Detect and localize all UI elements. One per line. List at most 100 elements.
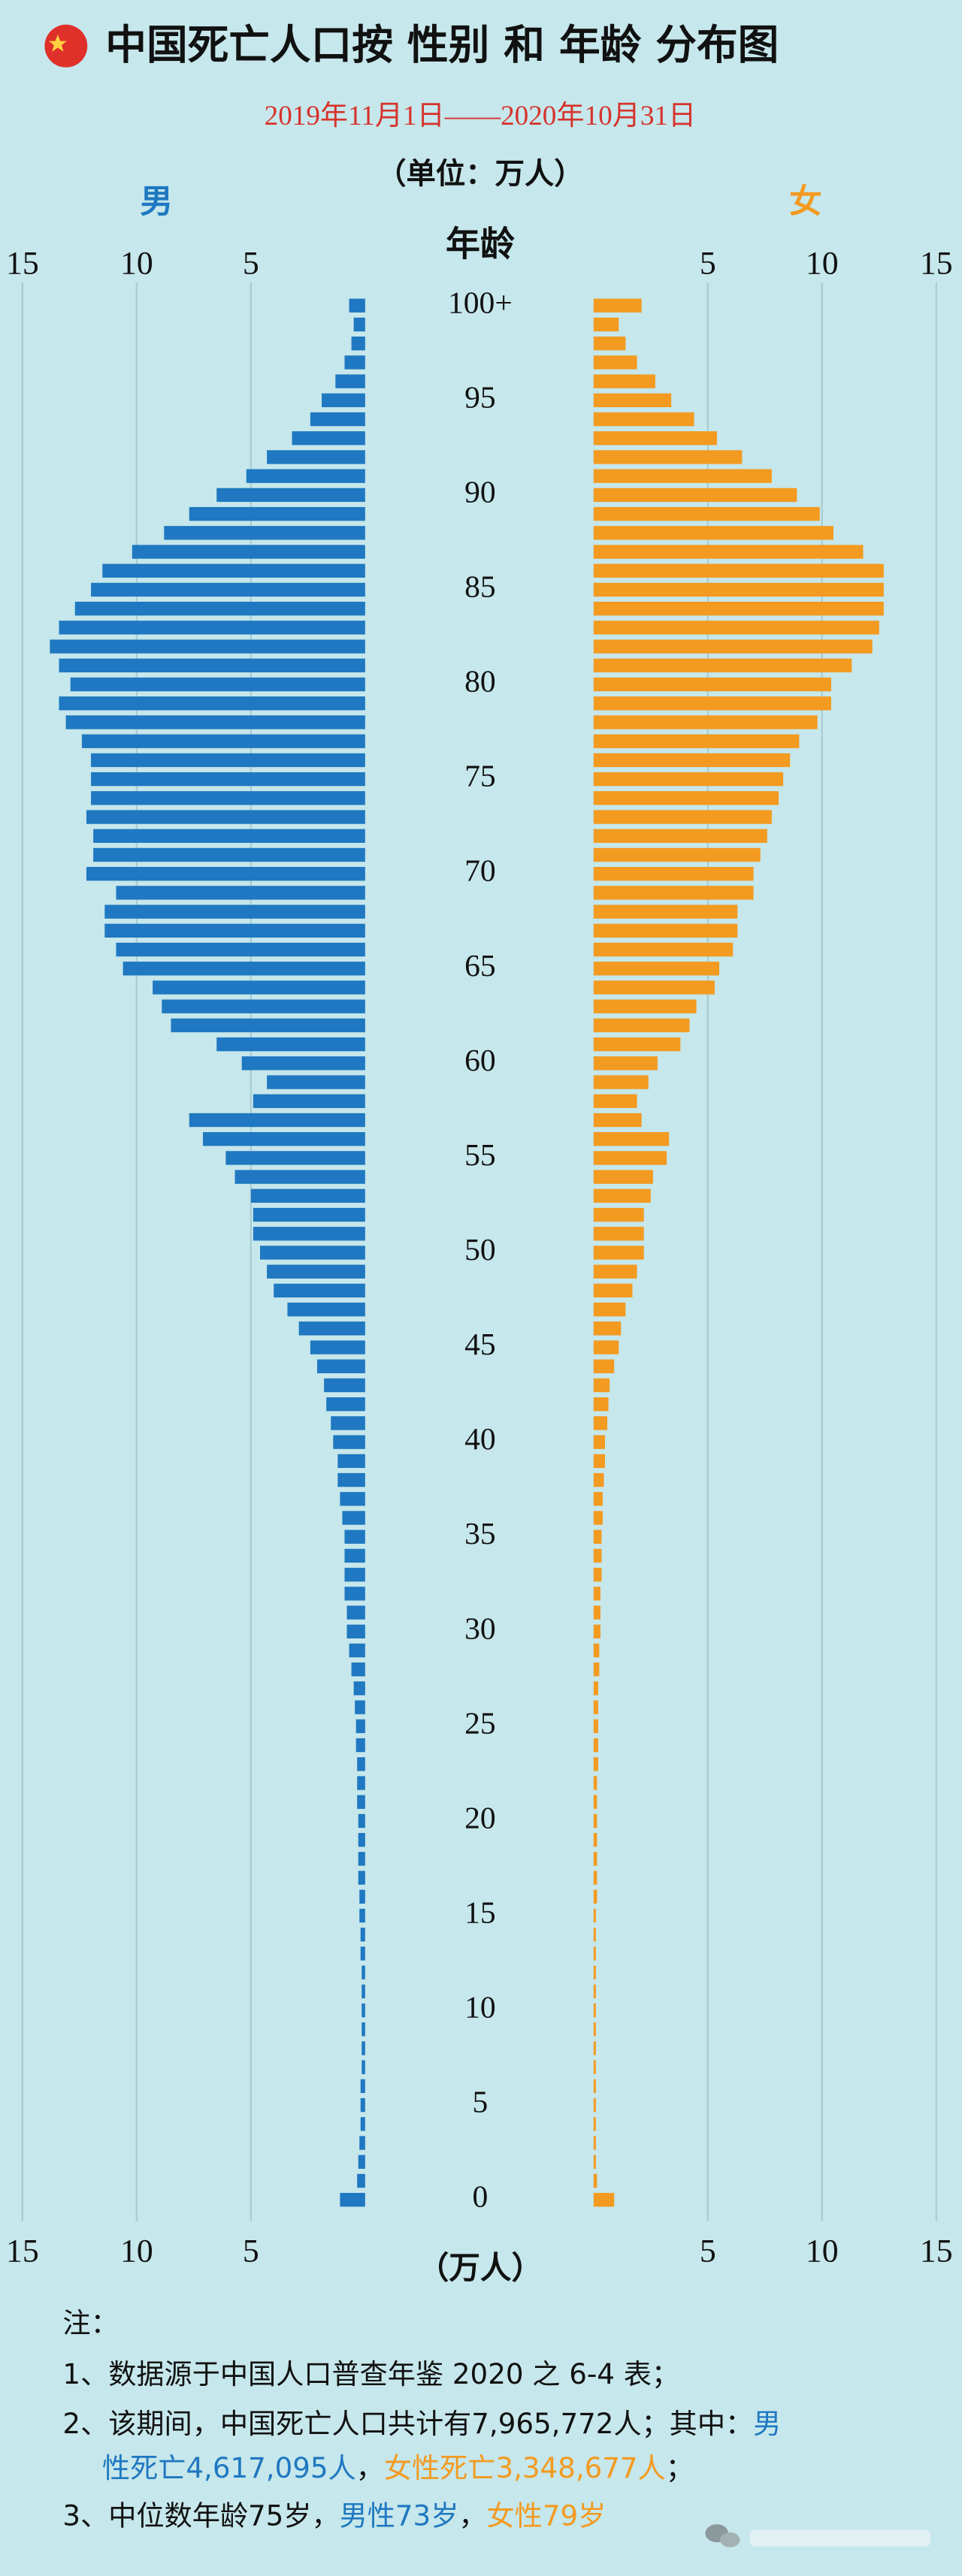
bar xyxy=(91,791,365,805)
bar xyxy=(593,2136,596,2150)
x-tick-label: 10 xyxy=(120,245,153,281)
bar xyxy=(593,2097,596,2112)
bar xyxy=(593,904,738,919)
y-tick-label: 80 xyxy=(464,664,496,699)
x-tick-label: 15 xyxy=(920,2233,953,2269)
bar xyxy=(593,1643,600,1658)
y-tick-label: 45 xyxy=(464,1327,496,1361)
bar xyxy=(593,431,717,445)
bar xyxy=(362,2041,365,2055)
bar xyxy=(593,469,772,483)
bar xyxy=(593,1681,598,1696)
bar xyxy=(593,1151,667,1165)
bar xyxy=(593,317,619,332)
bar xyxy=(357,1776,365,1790)
bar xyxy=(593,1075,649,1089)
note-line: 3、中位数年龄75岁，男性73岁，女性79岁 xyxy=(62,2499,606,2532)
bar xyxy=(593,374,655,388)
bar xyxy=(593,450,743,464)
bar xyxy=(353,1681,365,1696)
bar xyxy=(593,1283,633,1298)
bar xyxy=(310,412,365,427)
bar xyxy=(203,1132,365,1146)
bar xyxy=(91,772,365,787)
bar xyxy=(86,810,365,824)
bar xyxy=(93,847,365,862)
note-line: 1、数据源于中国人口普查年鉴 2020 之 6-4 表； xyxy=(62,2357,679,2390)
y-tick-label: 55 xyxy=(464,1137,496,1172)
bar xyxy=(593,1567,602,1582)
bar xyxy=(593,1757,598,1771)
bar xyxy=(287,1302,365,1317)
bar xyxy=(593,582,884,597)
notes-heading: 注： xyxy=(62,2306,118,2339)
bar xyxy=(93,829,365,843)
bar xyxy=(593,2155,596,2169)
bar xyxy=(253,1227,365,1241)
bar xyxy=(59,696,365,711)
y-tick-label: 90 xyxy=(464,474,496,509)
bar xyxy=(593,1416,608,1430)
bar xyxy=(360,2097,365,2112)
bar xyxy=(351,1662,365,1677)
note-segment: ， xyxy=(458,2499,486,2532)
bar xyxy=(225,1151,365,1165)
bar xyxy=(593,1302,626,1317)
note-line: 性死亡4,617,095人，女性死亡3,348,677人； xyxy=(102,2451,694,2484)
x-tick-label: 15 xyxy=(6,2233,39,2269)
bar xyxy=(322,393,365,408)
y-tick-label: 60 xyxy=(464,1043,496,1077)
bar xyxy=(353,317,365,332)
y-tick-label: 50 xyxy=(464,1232,496,1267)
bar xyxy=(355,1738,365,1753)
notes: 1、数据源于中国人口普查年鉴 2020 之 6-4 表； 2、该期间，中国死亡人口… xyxy=(62,2357,781,2532)
bar xyxy=(81,734,365,748)
bar xyxy=(316,1359,365,1373)
bar xyxy=(337,1472,365,1487)
bar xyxy=(331,1416,365,1430)
y-tick-label: 10 xyxy=(464,1990,496,2025)
bar xyxy=(593,1492,603,1506)
bar xyxy=(593,1511,603,1525)
bar xyxy=(189,1113,365,1128)
y-tick-label: 40 xyxy=(464,1421,496,1456)
bar xyxy=(346,1605,365,1620)
bar xyxy=(593,1188,651,1203)
bar xyxy=(189,506,365,521)
y-tick-label: 0 xyxy=(473,2179,489,2214)
bar xyxy=(104,904,365,919)
bar xyxy=(593,1928,596,1942)
bar xyxy=(593,1227,644,1241)
bar xyxy=(360,2117,365,2131)
y-tick-label: 35 xyxy=(464,1516,496,1551)
bar xyxy=(593,1454,605,1469)
note-segment: 男性73岁 xyxy=(340,2499,459,2532)
bar xyxy=(593,1378,610,1393)
bar xyxy=(593,867,754,881)
y-tick-label: 75 xyxy=(464,759,496,793)
bar xyxy=(357,1757,365,1771)
note-segment: ； xyxy=(666,2451,694,2484)
x-tick-label: 5 xyxy=(700,245,716,281)
bar xyxy=(234,1170,365,1184)
bar xyxy=(593,488,797,503)
bar xyxy=(362,1984,365,1999)
bar xyxy=(593,1359,615,1373)
bar xyxy=(593,1094,637,1108)
y-tick-label: 15 xyxy=(464,1895,496,1930)
bar xyxy=(593,734,800,748)
bar xyxy=(357,1795,365,1809)
bar xyxy=(593,1037,681,1052)
bar xyxy=(593,942,734,957)
bar xyxy=(593,1264,637,1279)
bar xyxy=(593,962,719,976)
bar xyxy=(241,1056,365,1071)
bar xyxy=(50,639,365,654)
bar xyxy=(358,1871,365,1885)
y-tick-label: 85 xyxy=(464,569,496,604)
bar xyxy=(91,582,365,597)
bar xyxy=(132,545,365,559)
bar xyxy=(340,1492,365,1506)
bar xyxy=(355,1700,365,1714)
